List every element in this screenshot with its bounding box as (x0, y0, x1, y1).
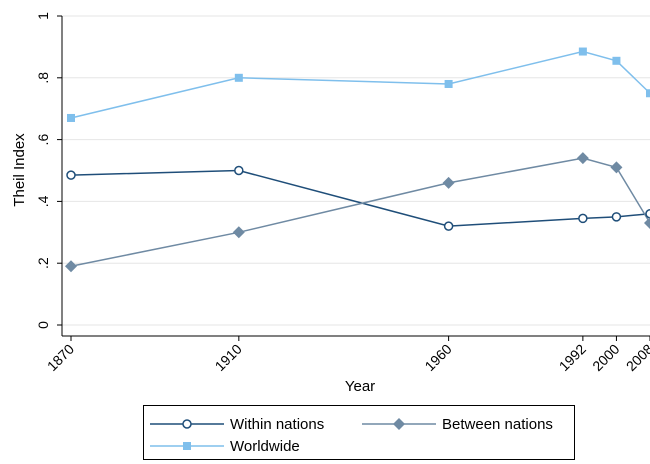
series-line (70, 50, 650, 119)
legend-item-between-nations: Between nations (362, 415, 553, 433)
data-point (67, 113, 75, 122)
legend-label-worldwide: Worldwide (230, 437, 300, 455)
legend-label-within-nations: Within nations (230, 415, 325, 433)
series-markers (65, 47, 650, 273)
x-tick-label: 1870 (44, 341, 77, 374)
y-tick-label: 1 (35, 12, 51, 20)
data-point (444, 79, 453, 88)
data-point (65, 260, 77, 273)
data-point (612, 56, 621, 65)
data-point (232, 226, 245, 239)
legend-symbol-worldwide (150, 442, 224, 450)
y-tick-label: .2 (35, 257, 51, 269)
series-line (70, 169, 650, 227)
data-point (645, 209, 650, 219)
legend-symbol-within-nations (150, 419, 224, 429)
data-point (646, 89, 650, 98)
series-lines (70, 50, 650, 268)
x-axis-ticks: 1870 1910 1960 1992 2000 2008 (44, 336, 650, 374)
y-tick-label: .8 (35, 72, 51, 84)
y-axis-label: Theil Index (11, 133, 28, 207)
series-line (70, 157, 650, 268)
data-point (611, 212, 622, 222)
data-point (578, 213, 588, 224)
legend-symbol-between-nations (362, 418, 436, 430)
data-point (443, 221, 454, 231)
x-axis-label: Year (345, 378, 375, 395)
data-point (610, 161, 623, 174)
chart-legend: Within nations Between nations Worldwide (143, 405, 575, 460)
y-axis-ticks: 0 .2 .4 .6 .8 1 (35, 12, 62, 329)
y-tick-label: .6 (35, 134, 51, 146)
legend-item-worldwide: Worldwide (150, 437, 300, 455)
data-point (234, 165, 244, 176)
x-tick-label: 2000 (589, 341, 622, 374)
x-tick-label: 1910 (212, 341, 245, 374)
legend-label-between-nations: Between nations (442, 415, 553, 433)
y-tick-label: .4 (35, 195, 51, 207)
data-point (576, 152, 589, 165)
grid-lines (62, 15, 650, 326)
data-point (578, 47, 587, 56)
data-point (442, 176, 455, 189)
data-point (644, 217, 650, 230)
x-tick-label: 1992 (556, 341, 589, 374)
line-chart: 0 .2 .4 .6 .8 1 1870 1910 1960 1992 2000 2008 Thei… (11, 12, 650, 395)
y-tick-label: 0 (35, 321, 51, 329)
data-point (66, 170, 76, 180)
data-point (234, 73, 243, 82)
legend-item-within-nations: Within nations (150, 415, 324, 433)
x-tick-label: 2008 (623, 341, 650, 374)
x-tick-label: 1960 (421, 341, 454, 374)
